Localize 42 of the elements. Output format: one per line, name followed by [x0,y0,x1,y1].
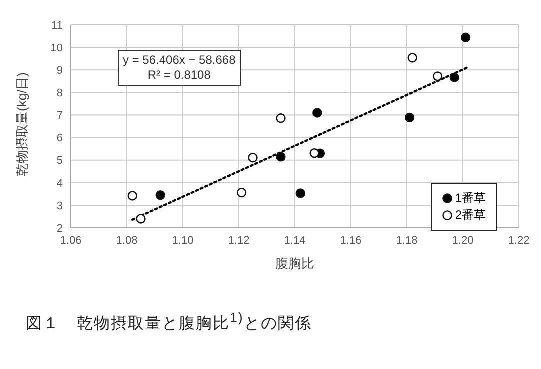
point [136,214,146,224]
legend-label: 1番草 [455,190,486,207]
y-tick-label: 9 [56,65,63,78]
y-tick-label: 5 [56,155,63,168]
point [450,72,460,82]
y-tick-label: 10 [50,42,63,54]
text: 図１ 乾物摂取量と腹胸比$^{1)}$との関係 [26,310,313,334]
point [248,153,258,163]
point [236,188,247,198]
x-tick-label: 1.06 [60,234,82,247]
point [310,148,320,158]
x-tick-label: 1.18 [396,234,418,247]
legend-label: 2番草 [455,207,486,224]
point [408,53,418,63]
point [276,114,286,124]
x-tick-label: 1.08 [116,234,138,247]
y-tick-label: 8 [56,88,63,100]
annotation: R² = 0.8108 [146,68,212,83]
x-axis-title: 腹胸比 [276,256,314,271]
equation-box: y = 56.406x − 58.668 R² = 0.8108 [118,50,241,86]
x-tick-label: 1.16 [340,234,362,247]
y-tick-label: 6 [56,132,63,145]
point [128,191,138,201]
y-tick-label: 4 [56,178,63,190]
point [460,32,471,42]
x-tick-label: 1.20 [452,234,474,247]
y-axis-title: 乾物摂取量(kg/日) [14,72,30,176]
point [404,112,415,123]
x-tick-label: 1.22 [508,234,530,247]
y-tick-label: 2 [56,222,63,235]
annotation: y = 56.406x − 58.668 [123,53,236,68]
point [156,190,166,200]
y-tick-label: 7 [56,110,63,122]
x-tick-label: 1.10 [172,234,194,247]
x-tick-label: 1.14 [284,234,306,247]
point [312,108,322,118]
point [296,188,306,198]
point [276,152,286,162]
y-tick-label: 3 [56,200,63,212]
y-tick-label: 11 [52,20,63,32]
x-tick-label: 1.12 [228,234,250,247]
point [432,72,443,82]
